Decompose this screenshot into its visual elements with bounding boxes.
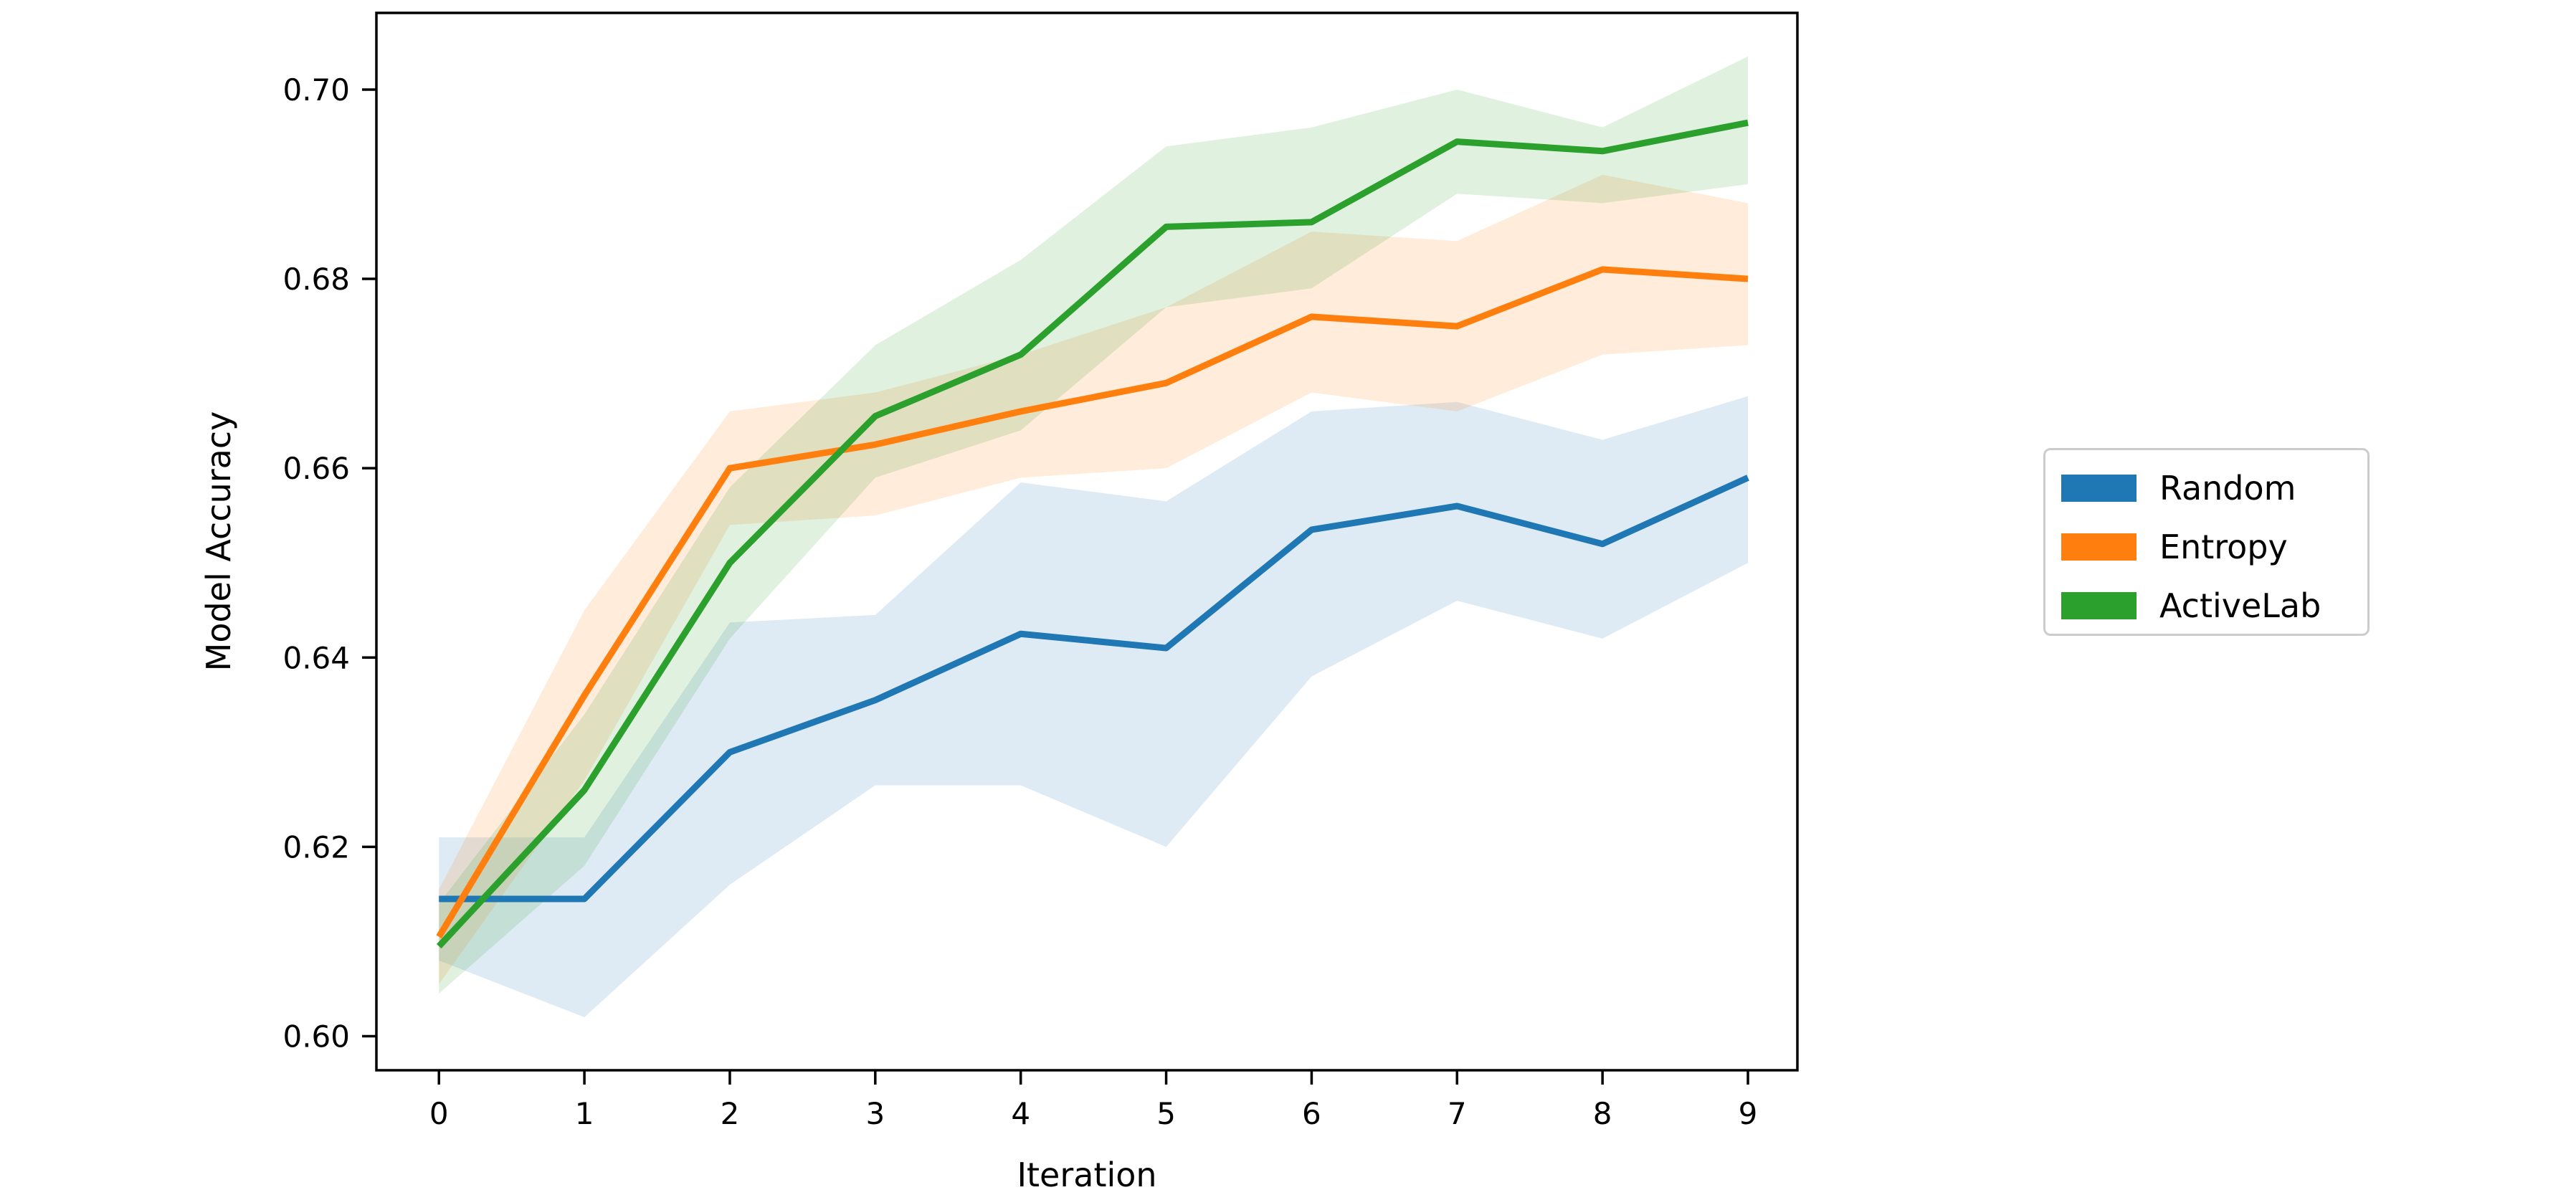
y-tick-label: 0.66 <box>282 451 350 486</box>
x-tick-label: 4 <box>1011 1096 1030 1131</box>
y-tick-label: 0.62 <box>282 829 350 865</box>
x-tick-label: 5 <box>1156 1096 1176 1131</box>
legend-box: Random Entropy ActiveLab <box>2043 448 2370 636</box>
x-tick-label: 8 <box>1593 1096 1612 1131</box>
legend-item-random: Random <box>2045 459 2367 518</box>
y-tick-label: 0.70 <box>282 72 350 108</box>
legend-swatch-activelab <box>2061 592 2137 619</box>
series-band-random <box>439 396 1749 1018</box>
x-tick-label: 3 <box>865 1096 885 1131</box>
x-tick-label: 7 <box>1448 1096 1467 1131</box>
y-tick-label: 0.60 <box>282 1019 350 1054</box>
x-tick-label: 0 <box>429 1096 449 1131</box>
y-tick-label: 0.64 <box>282 640 350 675</box>
series-line-random <box>439 475 1749 903</box>
x-tick-label: 9 <box>1739 1096 1758 1131</box>
legend-label-activelab: ActiveLab <box>2159 586 2321 625</box>
series-line-entropy <box>436 266 1749 939</box>
legend-label-entropy: Entropy <box>2159 528 2288 566</box>
legend-item-entropy: Entropy <box>2045 518 2367 576</box>
series-band-entropy <box>439 174 1749 984</box>
legend-swatch-entropy <box>2061 533 2137 561</box>
x-tick-label: 6 <box>1302 1096 1321 1131</box>
x-axis-label: Iteration <box>1017 1156 1157 1194</box>
legend-label-random: Random <box>2159 469 2296 508</box>
legend-swatch-random <box>2061 475 2137 502</box>
series-line-activelab <box>436 119 1749 949</box>
y-tick-label: 0.68 <box>282 262 350 297</box>
legend-item-activelab: ActiveLab <box>2045 576 2367 635</box>
axes-spines <box>375 11 1799 1072</box>
y-axis-label: Model Accuracy <box>199 411 238 672</box>
x-tick-label: 1 <box>575 1096 594 1131</box>
x-tick-label: 2 <box>721 1096 740 1131</box>
